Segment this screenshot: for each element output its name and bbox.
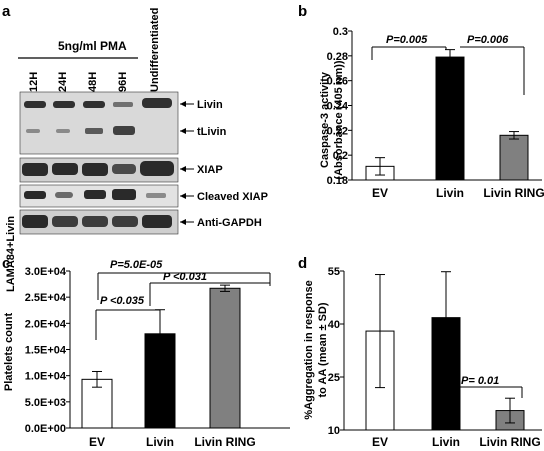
- lane-label-96h: 96H: [117, 72, 129, 92]
- band: [83, 101, 105, 108]
- x-category-label: EV: [89, 435, 105, 449]
- y-tick-label: 0.3: [333, 26, 348, 38]
- p-value-livin-ring: P <0.031: [163, 271, 207, 283]
- band: [53, 101, 75, 108]
- y-tick-label: 5.0E+03: [25, 397, 66, 409]
- y-tick-label: 0.2: [333, 150, 348, 162]
- bar-livin: [435, 56, 465, 181]
- band: [52, 163, 78, 175]
- y-axis-label-line1: Caspase-3 activity: [319, 71, 331, 168]
- y-axis-label-line2: to AA (mean ± SD): [317, 302, 329, 397]
- p-value-livin-ring: P= 0.01: [461, 375, 499, 387]
- x-category-label: Livin: [146, 435, 174, 449]
- band: [84, 190, 106, 199]
- x-category-label: Livin RING: [483, 186, 544, 200]
- lane-label-undifferentiated: Undifferentiated: [149, 8, 161, 92]
- y-tick-label: 55: [328, 266, 340, 278]
- y-tick-label: 2.5E+04: [25, 292, 67, 304]
- band: [112, 216, 138, 227]
- band: [26, 129, 40, 133]
- y-tick-label: 40: [328, 319, 340, 331]
- chart-plot-d: 10 25 40 55 EV Livin Livin RING: [328, 266, 542, 449]
- x-category-label: Livin RING: [479, 435, 540, 449]
- p-value-livin-ring: P=0.006: [467, 34, 509, 46]
- y-tick-label: 0.28: [327, 51, 348, 63]
- y-axis-label: Platelets count: [3, 313, 15, 392]
- band: [22, 163, 48, 176]
- panel-label-d: d: [298, 255, 307, 272]
- tlivin-bands: [26, 126, 135, 135]
- band: [112, 164, 136, 174]
- y-tick-label: 0.0E+00: [25, 423, 66, 435]
- chart-plot-c: 0.0E+00 5.0E+03 1.0E+04 1.5E+04 2.0E+04 2.5E+…: [25, 266, 290, 449]
- y-tick-label: 25: [328, 372, 340, 384]
- band: [112, 189, 136, 200]
- gapdh-bands: [22, 215, 172, 228]
- y-tick-label: 1.5E+04: [25, 345, 67, 357]
- y-tick-label: 1.0E+04: [25, 371, 67, 383]
- cleaved-xiap-bands: [24, 189, 166, 200]
- lane-label-12h: 12H: [28, 72, 40, 92]
- p-value-ev-ring: P=5.0E-05: [110, 259, 163, 271]
- band: [85, 128, 103, 134]
- x-category-label: Livin: [436, 186, 464, 200]
- band-label-livin: Livin: [197, 99, 223, 111]
- platelet-chart-panel: c Platelets count 0.0E+00 5.0E+03 1.0E+04 1…: [2, 255, 290, 449]
- panel-label-c: c: [2, 255, 10, 272]
- arrowhead: [180, 128, 186, 134]
- band: [55, 192, 73, 198]
- band: [146, 193, 166, 198]
- y-tick-label: 2.0E+04: [25, 318, 67, 330]
- caspase-chart-panel: b Caspase-3 activity (Absorbance (405 nm…: [298, 3, 544, 200]
- lane-label-24h: 24H: [57, 72, 69, 92]
- y-tick-label: 3.0E+04: [25, 266, 67, 278]
- aggregation-chart-panel: d %Aggregation in response to AA (mean ±…: [298, 255, 542, 449]
- western-blot-panel: a 5ng/ml PMA 12H 24H 48H 96H Undifferent…: [2, 3, 268, 292]
- y-tick-label: 0.26: [327, 76, 348, 88]
- band: [142, 98, 172, 108]
- x-category-label: Livin: [432, 435, 460, 449]
- panel-label-a: a: [2, 3, 11, 20]
- band: [113, 126, 135, 135]
- x-category-label: EV: [372, 186, 388, 200]
- arrowhead: [180, 193, 186, 199]
- y-tick-label: 0.24: [327, 101, 349, 113]
- p-value-ev-livin: P <0.035: [100, 295, 145, 307]
- blot-side-label: LAMA84+Livin: [5, 216, 17, 292]
- band-label-xiap: XIAP: [197, 164, 223, 176]
- p-value-ev-livin: P=0.005: [386, 34, 428, 46]
- xiap-bands: [22, 161, 174, 176]
- blot-treatment-label: 5ng/ml PMA: [58, 39, 127, 53]
- band-label-tlivin: tLivin: [197, 126, 227, 138]
- y-tick-label: 0.18: [327, 175, 348, 187]
- chart-plot-b: 0.18 0.2 0.22 0.24 0.26 0.28 0.3 EV Livin Livin R…: [327, 26, 544, 200]
- band: [52, 216, 78, 227]
- band-label-gapdh: Anti-GAPDH: [197, 217, 262, 229]
- y-axis-label-line1: %Aggregation in response: [303, 280, 315, 419]
- arrowhead: [180, 101, 186, 107]
- band: [142, 215, 172, 228]
- bar-livin-ring: [499, 134, 529, 181]
- lane-label-48h: 48H: [87, 72, 99, 92]
- band: [140, 161, 174, 176]
- panel-label-b: b: [298, 3, 307, 20]
- band: [82, 163, 108, 176]
- band: [56, 129, 70, 133]
- x-category-label: EV: [372, 435, 388, 449]
- band: [22, 215, 48, 228]
- livin-bands: [24, 98, 172, 108]
- x-category-label: Livin RING: [194, 435, 255, 449]
- band: [82, 216, 108, 227]
- arrowhead: [180, 166, 186, 172]
- y-axis-label-line2: (Absorbance (405 nm)): [333, 60, 345, 180]
- y-tick-label: 10: [328, 425, 340, 437]
- band: [113, 102, 133, 107]
- arrowhead: [180, 219, 186, 225]
- band: [24, 191, 46, 199]
- bar-livin-ring: [209, 287, 241, 429]
- band: [24, 101, 46, 108]
- y-tick-label: 0.22: [327, 125, 348, 137]
- band-label-cleaved-xiap: Cleaved XIAP: [197, 191, 268, 203]
